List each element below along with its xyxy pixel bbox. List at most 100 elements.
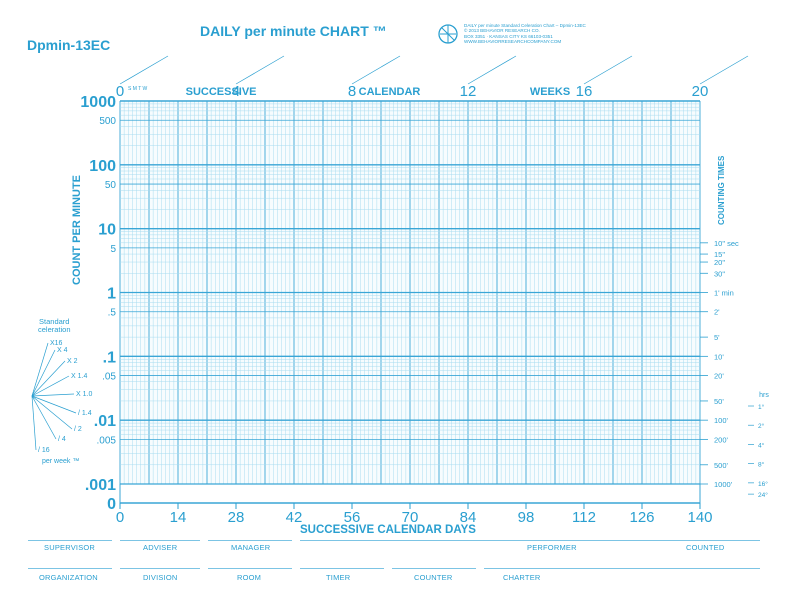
x-tick-label: 126 [629,509,654,526]
celeration-ray [31,360,66,397]
top-reference-mark [699,55,749,85]
counted-label: COUNTED [686,543,725,552]
form-line [208,568,292,569]
form-line [120,540,200,541]
y-tick-label: .005 [97,435,117,446]
celeration-ray [31,395,37,451]
form-line [300,540,760,541]
weeks-marker: S M T W [128,86,148,92]
week-axis-word: SUCCESSIVE [186,86,257,98]
top-reference-mark [119,55,169,85]
organization-label: ORGANIZATION [39,573,98,582]
form-line [208,540,292,541]
x-tick-label: 98 [518,509,535,526]
right-tick-label: 5' [714,333,720,342]
adviser-label: ADVISER [143,543,178,552]
y-tick-label: 50 [105,180,117,191]
celeration-label: / 1.4 [78,410,92,417]
publisher-line: BOX 3351 · KANSAS CITY KS 66103-0351 [464,33,553,39]
supervisor-label: SUPERVISOR [44,543,96,552]
form-line [392,568,476,569]
hours-label: 4° [758,441,765,449]
right-tick-label: 1' min [714,289,734,298]
x-tick-label: 56 [344,509,361,526]
celeration-title-line: Standard [39,317,70,326]
y-zero-label: 0 [107,496,116,513]
chart-title: DAILY per minute CHART ™ [200,23,387,39]
y-tick-label: 100 [89,158,116,175]
y-axis-title: COUNT PER MINUTE [71,175,83,285]
hours-label: 24° [758,491,768,499]
celeration-ray [31,393,75,397]
x-tick-label: 28 [228,509,245,526]
room-label: ROOM [237,573,262,582]
y-tick-label: 5 [110,244,116,255]
publisher-block: DAILY per minute Standard Celeration Cha… [464,23,586,45]
top-reference-mark [235,55,285,85]
charter-label: CHARTER [503,573,541,582]
x-tick-label: 0 [116,509,124,526]
form-line [120,568,200,569]
right-tick-label: 10' [714,352,724,361]
celeration-ray [31,395,77,414]
celeration-label: X 4 [57,347,68,354]
y-tick-label: .1 [103,349,116,366]
right-tick-label: 50' [714,397,724,406]
week-axis-word: CALENDAR [359,86,421,98]
week-tick-label: 16 [576,83,593,100]
celeration-ray [31,349,56,397]
top-reference-mark [467,55,517,85]
form-line [300,568,384,569]
publisher-line: © 2013 BEHAVIOR RESEARCH CO. [464,28,540,34]
celeration-label: / 16 [38,447,50,454]
x-axis-title: SUCCESSIVE CALENDAR DAYS [300,524,476,536]
right-tick-label: 1000' [714,480,733,489]
y-tick-label: 1000 [80,94,116,111]
celeration-label: X 2 [67,358,78,365]
publisher-line: WWW.BEHAVIORRESEARCHCOMPANY.COM [464,39,562,45]
celeration-label: X16 [50,340,63,347]
publisher-logo-icon [438,24,458,44]
form-line [484,568,760,569]
counter-label: COUNTER [414,573,453,582]
celeration-label: / 2 [74,426,82,433]
hours-label: 1° [758,403,765,411]
x-tick-label: 14 [170,509,187,526]
right-tick-label: 2' [714,308,720,317]
right-tick-label: 20" [714,258,725,267]
x-tick-label: 42 [286,509,303,526]
top-reference-mark [351,55,401,85]
y-tick-label: .05 [102,372,116,383]
week-tick-label: 8 [348,83,356,100]
y-tick-label: .001 [85,477,116,494]
x-tick-label: 70 [402,509,419,526]
celeration-footer: per week ™ [42,458,80,465]
right-tick-label: 30" [714,269,725,278]
manager-label: MANAGER [231,543,271,552]
hours-label: 2° [758,422,765,430]
right-tick-label: 100' [714,416,729,425]
celeration-label: X 1.0 [76,391,92,398]
celeration-ray [31,342,49,397]
x-tick-label: 140 [687,509,712,526]
right-tick-label: 10" sec [714,239,739,248]
publisher-line: DAILY per minute Standard Celeration Cha… [464,23,586,28]
celeration-label: / 4 [58,436,66,443]
celeration-label: X 1.4 [71,373,87,380]
celeration-ray [31,395,73,430]
right-tick-label: 500' [714,461,729,470]
celeration-ray [31,395,57,440]
y-tick-label: .01 [94,413,116,430]
division-label: DIVISION [143,573,178,582]
week-tick-label: 20 [692,83,709,100]
celeration-title: Standard celeration [38,318,71,334]
week-tick-label: 4 [232,83,240,100]
x-tick-label: 84 [460,509,477,526]
y-tick-label: 10 [98,222,116,239]
top-reference-mark [583,55,633,85]
chart-id: Dpmin-13EC [27,37,111,53]
hours-label: 8° [758,461,765,469]
hours-label: 16° [758,480,768,488]
week-tick-label: 12 [460,83,477,100]
